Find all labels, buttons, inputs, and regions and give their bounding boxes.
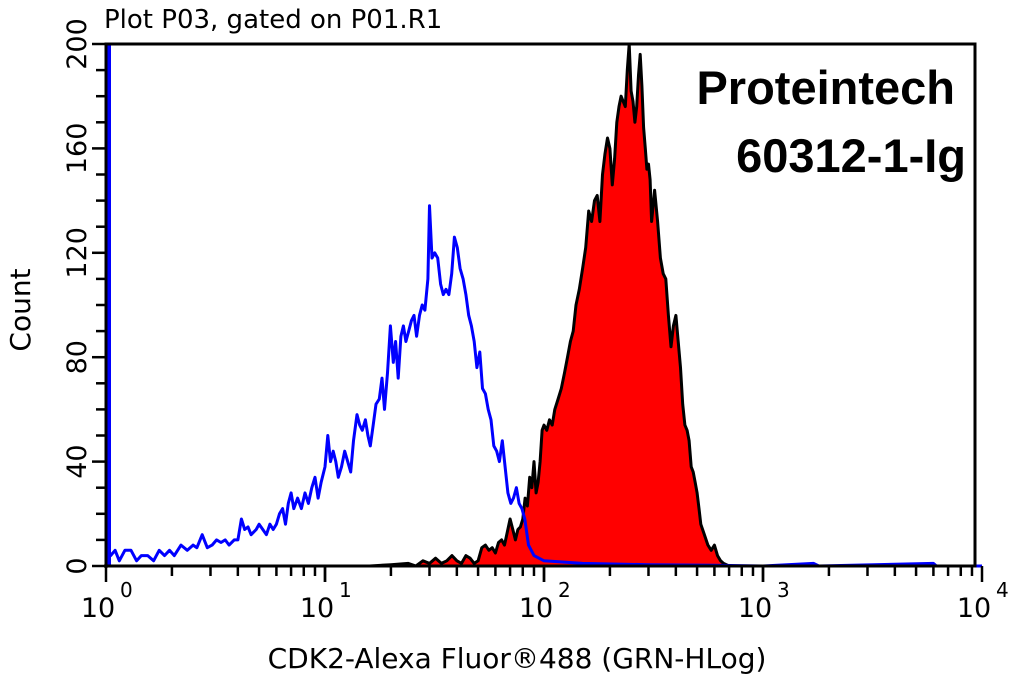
plot-area [104, 42, 982, 568]
x-axis-label: CDK2-Alexa Fluor®488 (GRN-HLog) [268, 642, 767, 675]
x-tick-label: 10 [738, 593, 772, 624]
y-axis-label: Count [4, 268, 37, 351]
catalog-number: 60312-1-Ig [736, 129, 966, 182]
x-tick-exponent: 1 [339, 578, 352, 602]
x-tick-label: 10 [519, 593, 553, 624]
y-tick-label: 200 [62, 18, 93, 70]
x-tick-exponent: 4 [996, 578, 1009, 602]
x-tick-exponent: 0 [120, 578, 133, 602]
x-tick-label: 10 [957, 593, 991, 624]
sample-histogram [106, 42, 982, 568]
x-tick-exponent: 3 [777, 578, 790, 602]
sample-outline [106, 42, 982, 568]
x-tick-label: 10 [81, 593, 115, 624]
x-tick-label: 10 [300, 593, 334, 624]
isotype-line [105, 42, 982, 568]
y-tick-label: 0 [62, 557, 93, 574]
brand-name: Proteintech [696, 61, 955, 114]
chart-title: Plot P03, gated on P01.R1 [104, 5, 442, 35]
x-tick-exponent: 2 [558, 578, 571, 602]
isotype-histogram [105, 42, 982, 568]
y-tick-label: 160 [62, 123, 93, 175]
y-tick-label: 80 [62, 340, 93, 374]
sample-fill [106, 44, 982, 566]
y-tick-label: 40 [62, 444, 93, 478]
y-tick-label: 120 [62, 227, 93, 279]
isotype-edge-bar [106, 44, 111, 566]
y-axis: 0 40 80 120 160 200 [62, 18, 108, 575]
